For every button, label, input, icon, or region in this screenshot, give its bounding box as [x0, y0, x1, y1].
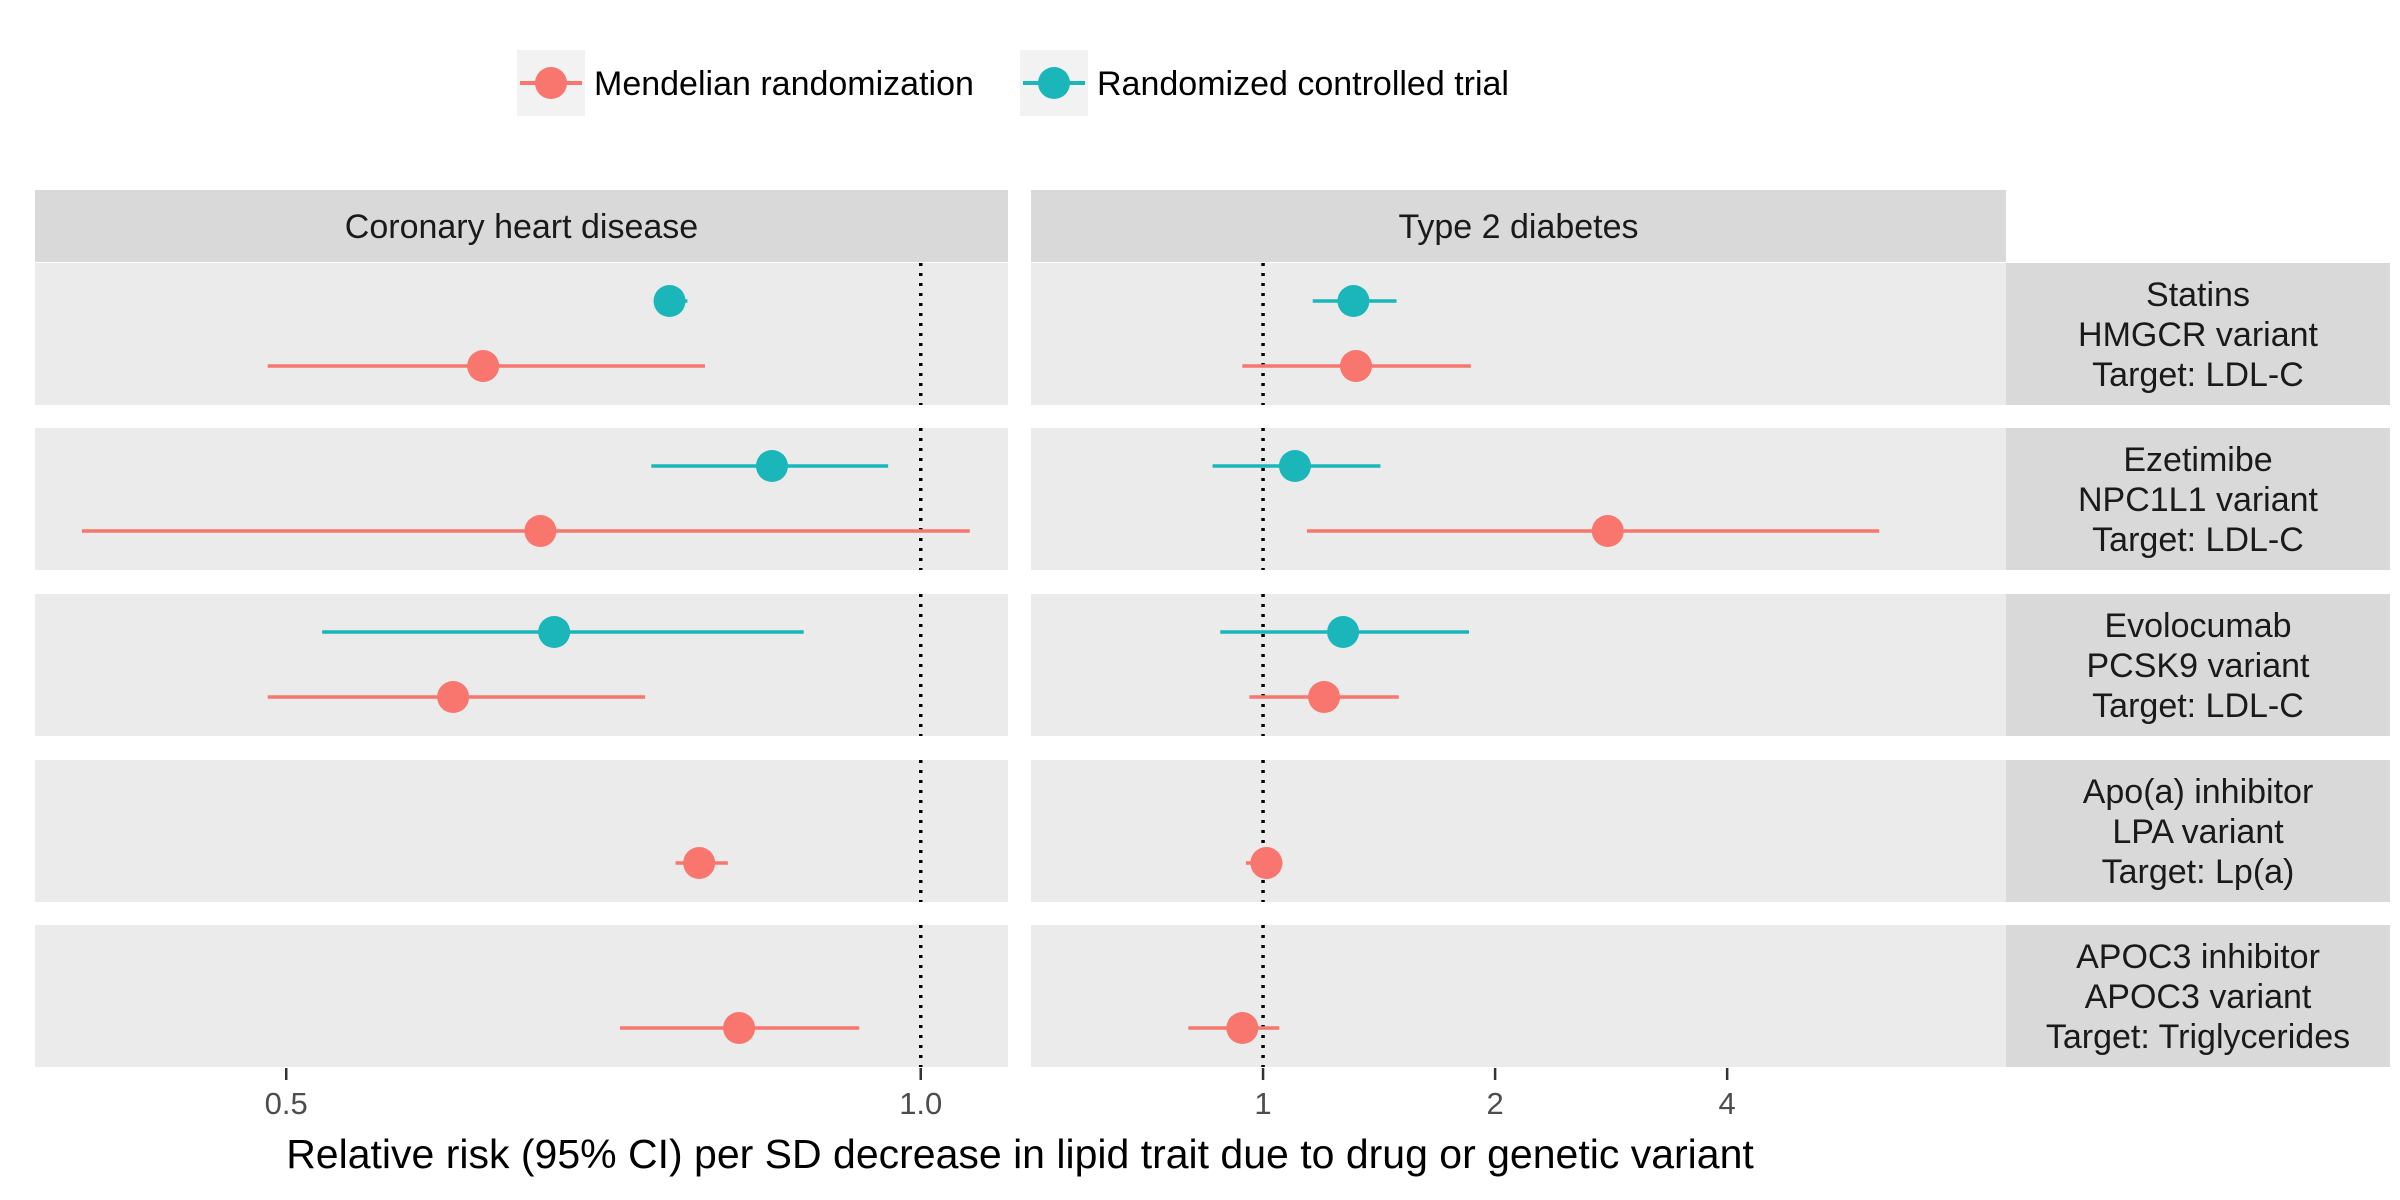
mr-point-estimate: [1308, 681, 1341, 713]
row-strip-line: HMGCR variant: [2078, 316, 2318, 354]
x-tick-label: 0.5: [265, 1086, 308, 1121]
row-strip-line: Target: LDL-C: [2092, 356, 2304, 394]
row-strip-background: [2006, 428, 2390, 570]
panel-background: [1031, 594, 2006, 736]
row-strip-line: LPA variant: [2112, 813, 2284, 851]
x-axes: 0.5 1.0 1 2 4: [265, 1068, 1736, 1121]
strip-t2d: Type 2 diabetes: [1031, 190, 2006, 262]
plot-panels: [35, 263, 2006, 1067]
strip-title: Coronary heart disease: [345, 208, 698, 246]
row-strip-line: Statins: [2146, 276, 2250, 314]
row-strip-line: Target: LDL-C: [2092, 521, 2304, 559]
strip-background: [35, 190, 1008, 262]
mr-point-estimate: [1250, 847, 1283, 879]
panel-t2d-row-4: [1031, 760, 2006, 902]
panel-background: [1031, 428, 2006, 570]
rct-point-estimate: [755, 450, 788, 482]
row-strip-line: Target: Triglycerides: [2046, 1018, 2350, 1056]
panel-chd-row-1: [35, 263, 1008, 405]
x-axis-chd: 0.5 1.0: [265, 1068, 942, 1121]
strip-background: [1031, 190, 2006, 262]
mr-point-estimate: [1339, 350, 1372, 382]
strip-title: Type 2 diabetes: [1398, 208, 1638, 246]
legend-label: Randomized controlled trial: [1097, 65, 1509, 103]
x-axis-t2d: 1 2 4: [1254, 1068, 1736, 1121]
legend-item-rct: Randomized controlled trial: [1020, 50, 1509, 116]
mr-point-estimate: [1226, 1012, 1259, 1044]
legend-key-dot: [1038, 67, 1070, 99]
mr-point-estimate: [467, 350, 500, 382]
legend-label: Mendelian randomization: [594, 65, 974, 103]
panel-t2d-row-2: [1031, 428, 2006, 570]
x-axis-label: Relative risk (95% CI) per SD decrease i…: [286, 1131, 1754, 1177]
row-strip-line: Target: LDL-C: [2092, 687, 2304, 725]
panel-background: [1031, 760, 2006, 902]
strip-chd: Coronary heart disease: [35, 190, 1008, 262]
row-strip-line: Evolocumab: [2104, 607, 2291, 645]
mr-point-estimate: [437, 681, 470, 713]
rct-point-estimate: [1327, 616, 1360, 648]
panel-t2d-row-3: [1031, 594, 2006, 736]
panel-background: [1031, 925, 2006, 1067]
row-strip-line: Ezetimibe: [2123, 441, 2272, 479]
panel-chd-row-4: [35, 760, 1008, 902]
rct-point-estimate: [1278, 450, 1311, 482]
x-tick-label: 1.0: [899, 1086, 942, 1121]
panel-t2d-row-1: [1031, 263, 2006, 405]
panel-background: [35, 925, 1008, 1067]
row-strip-background: [2006, 263, 2390, 405]
mr-point-estimate: [524, 515, 557, 547]
legend-key-dot: [535, 67, 567, 99]
row-strip-background: [2006, 925, 2390, 1067]
mr-point-estimate: [723, 1012, 756, 1044]
panel-background: [35, 760, 1008, 902]
x-tick-label: 1: [1254, 1086, 1271, 1121]
panel-background: [35, 594, 1008, 736]
panel-chd-row-5: [35, 925, 1008, 1067]
rct-point-estimate: [653, 285, 686, 317]
row-strip-line: Target: Lp(a): [2102, 853, 2295, 891]
panel-chd-row-2: [35, 428, 1008, 570]
rct-point-estimate: [1337, 285, 1370, 317]
x-tick-label: 2: [1486, 1086, 1503, 1121]
row-strip-line: NPC1L1 variant: [2078, 481, 2319, 519]
mr-point-estimate: [1591, 515, 1624, 547]
row-strip-background: [2006, 594, 2390, 736]
row-strip-line: APOC3 variant: [2085, 978, 2312, 1016]
row-strip-background: [2006, 760, 2390, 902]
legend-item-mr: Mendelian randomization: [517, 50, 974, 116]
panel-t2d-row-5: [1031, 925, 2006, 1067]
panel-background: [1031, 263, 2006, 405]
legend: Mendelian randomization Randomized contro…: [517, 50, 1509, 116]
row-strip-line: PCSK9 variant: [2087, 647, 2311, 685]
panel-strips: Coronary heart disease Type 2 diabetes: [35, 190, 2006, 262]
panel-chd-row-3: [35, 594, 1008, 736]
row-strip-line: APOC3 inhibitor: [2076, 938, 2320, 976]
row-strip-line: Apo(a) inhibitor: [2083, 773, 2314, 811]
mr-point-estimate: [683, 847, 716, 879]
rct-point-estimate: [538, 616, 571, 648]
panel-background: [35, 428, 1008, 570]
x-tick-label: 4: [1719, 1086, 1736, 1121]
panel-background: [35, 263, 1008, 405]
